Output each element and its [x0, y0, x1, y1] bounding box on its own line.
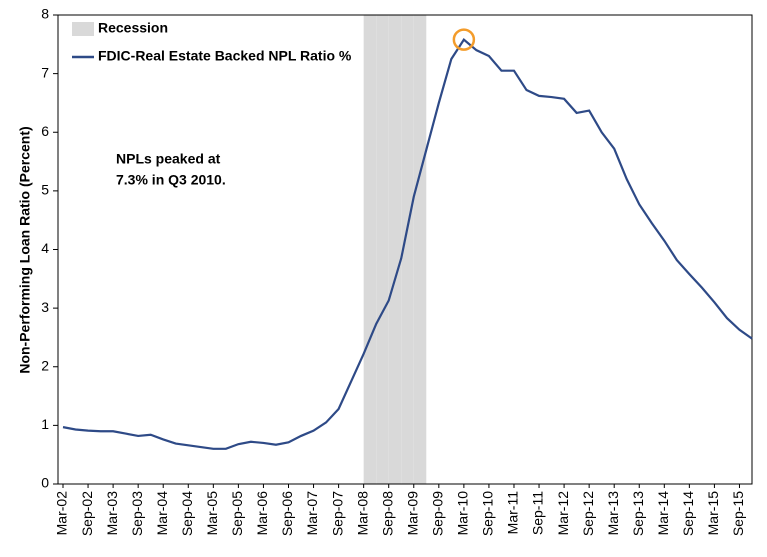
peak-highlight: [452, 28, 476, 51]
x-tick-label: Sep-07: [329, 491, 345, 536]
x-tick-label: Sep-02: [79, 491, 95, 536]
y-tick-label: 0: [41, 475, 49, 491]
x-tick-label: Mar-14: [655, 491, 671, 536]
x-tick-label: Sep-06: [279, 491, 295, 536]
x-tick-label: Mar-06: [254, 491, 270, 536]
x-tick-label: Mar-05: [204, 491, 220, 536]
x-tick-label: Mar-11: [505, 491, 521, 535]
x-tick-label: Sep-11: [530, 491, 546, 535]
recession-bar: [363, 15, 377, 484]
plot-frame: [57, 14, 753, 485]
recession-bar: [401, 15, 414, 484]
y-tick-label: 7: [41, 64, 49, 80]
x-tick-label: Sep-08: [379, 491, 395, 536]
x-tick-label: Sep-10: [480, 491, 496, 536]
x-tick-label: Sep-09: [430, 491, 446, 536]
annotation: 7.3% in Q3 2010.: [116, 172, 226, 188]
x-tick-label: Mar-02: [54, 491, 70, 536]
x-tick-label: Sep-13: [630, 491, 646, 536]
annotation: NPLs peaked at: [116, 151, 221, 167]
y-tick-label: 3: [41, 299, 49, 315]
y-tick-label: 5: [41, 182, 49, 198]
x-tick-label: Sep-05: [229, 491, 245, 536]
x-tick-label: Mar-15: [705, 491, 721, 536]
x-tick-label: Mar-08: [354, 491, 370, 536]
x-tick-label: Sep-14: [680, 491, 696, 536]
y-axis-label: Non-Performing Loan Ratio (Percent): [17, 126, 33, 373]
x-tick-label: Mar-03: [104, 491, 120, 536]
legend-label: Recession: [98, 20, 168, 36]
x-tick-label: Mar-04: [154, 491, 170, 536]
recession-bar: [413, 15, 427, 484]
x-tick-label: Mar-10: [455, 491, 471, 536]
x-tick-label: Mar-09: [404, 491, 420, 536]
legend-swatch: [72, 22, 94, 36]
x-tick-label: Sep-15: [730, 491, 746, 536]
y-tick-label: 6: [41, 123, 49, 139]
x-tick-label: Sep-12: [580, 491, 596, 536]
recession-bar: [388, 15, 402, 484]
legend-label: FDIC-Real Estate Backed NPL Ratio %: [98, 48, 352, 64]
x-tick-label: Sep-04: [179, 491, 195, 536]
x-tick-label: Mar-12: [555, 491, 571, 536]
x-tick-label: Mar-13: [605, 491, 621, 536]
y-tick-label: 4: [41, 240, 49, 256]
x-tick-label: Sep-03: [129, 491, 145, 536]
recession-bar: [376, 15, 389, 484]
y-tick-label: 8: [41, 6, 49, 22]
y-tick-label: 2: [41, 357, 49, 373]
y-tick-label: 1: [41, 416, 49, 432]
npl-line: [62, 37, 753, 450]
x-tick-label: Mar-07: [304, 491, 320, 536]
